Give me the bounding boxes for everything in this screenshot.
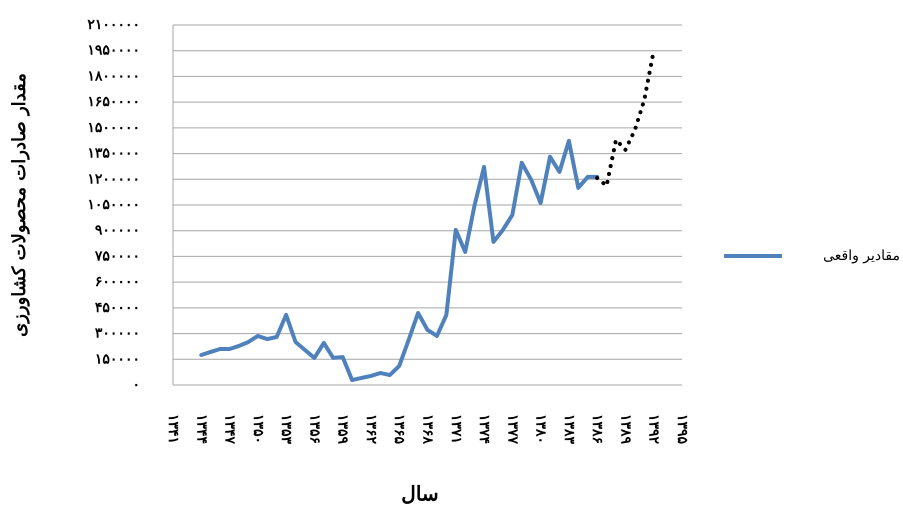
x-tick-label: ۱۳۸۹ [617, 414, 633, 445]
x-tick-label: ۱۳۴۴ [193, 414, 209, 444]
y-tick-label: ۱۰۵۰۰۰۰ [87, 197, 140, 213]
dotted-line [595, 48, 656, 188]
y-tick-label: ۱۸۰۰۰۰۰ [87, 68, 140, 84]
x-tick-label: ۱۳۶۵ [391, 414, 407, 445]
x-tick-label: ۱۳۷۱ [448, 414, 464, 444]
x-tick-label: ۱۳۹۲ [646, 414, 662, 445]
y-tick-label: ۲۱۰۰۰۰۰ [87, 17, 140, 33]
x-tick-label: ۱۳۴۷ [222, 414, 238, 445]
x-tick-label: ۱۳۸۰ [533, 414, 549, 444]
x-tick-label: ۱۳۷۴ [476, 414, 492, 444]
x-tick-label: ۱۳۴۱ [165, 414, 181, 444]
x-tick-label: ۱۳۵۹ [335, 414, 351, 445]
y-tick-label: ۶۰۰۰۰۰ [95, 274, 140, 290]
x-tick-label: ۱۳۷۷ [504, 414, 520, 445]
legend-label: مقادیر واقعی [823, 248, 900, 264]
x-tick-label: ۱۳۵۳ [278, 414, 294, 445]
y-tick-label: ۱۳۵۰۰۰۰ [87, 146, 140, 162]
y-tick-label: ۱۹۵۰۰۰۰ [87, 43, 140, 59]
y-tick-label: ۱۵۰۰۰۰ [95, 351, 140, 367]
x-tick-label: ۱۳۶۲ [363, 414, 379, 445]
x-tick-label: ۱۳۹۵ [674, 414, 690, 445]
x-tick-label: ۱۳۵۰ [250, 414, 266, 444]
x-tick-label: ۱۳۶۸ [420, 414, 436, 445]
x-tick-label: ۱۳۸۶ [589, 414, 605, 444]
y-axis-title: مقدار صادرات محصولات کشاورزی [9, 73, 30, 337]
y-tick-label: ۱۲۰۰۰۰۰ [87, 171, 140, 187]
series-line [199, 138, 600, 383]
x-tick-label: ۱۳۵۶ [306, 414, 322, 444]
y-tick-label: ۰ [132, 377, 140, 393]
y-tick-label: ۷۵۰۰۰۰ [94, 248, 140, 264]
x-tick-label: ۱۳۸۳ [561, 414, 577, 445]
y-tick-label: ۴۵۰۰۰۰ [95, 300, 140, 316]
x-axis-title: سال [401, 482, 438, 506]
y-tick-label: ۱۶۵۰۰۰۰ [87, 94, 140, 110]
y-tick-label: ۹۰۰۰۰۰ [95, 223, 140, 239]
y-tick-label: ۱۵۰۰۰۰۰ [87, 120, 140, 136]
y-tick-label: ۳۰۰۰۰۰ [95, 326, 140, 342]
